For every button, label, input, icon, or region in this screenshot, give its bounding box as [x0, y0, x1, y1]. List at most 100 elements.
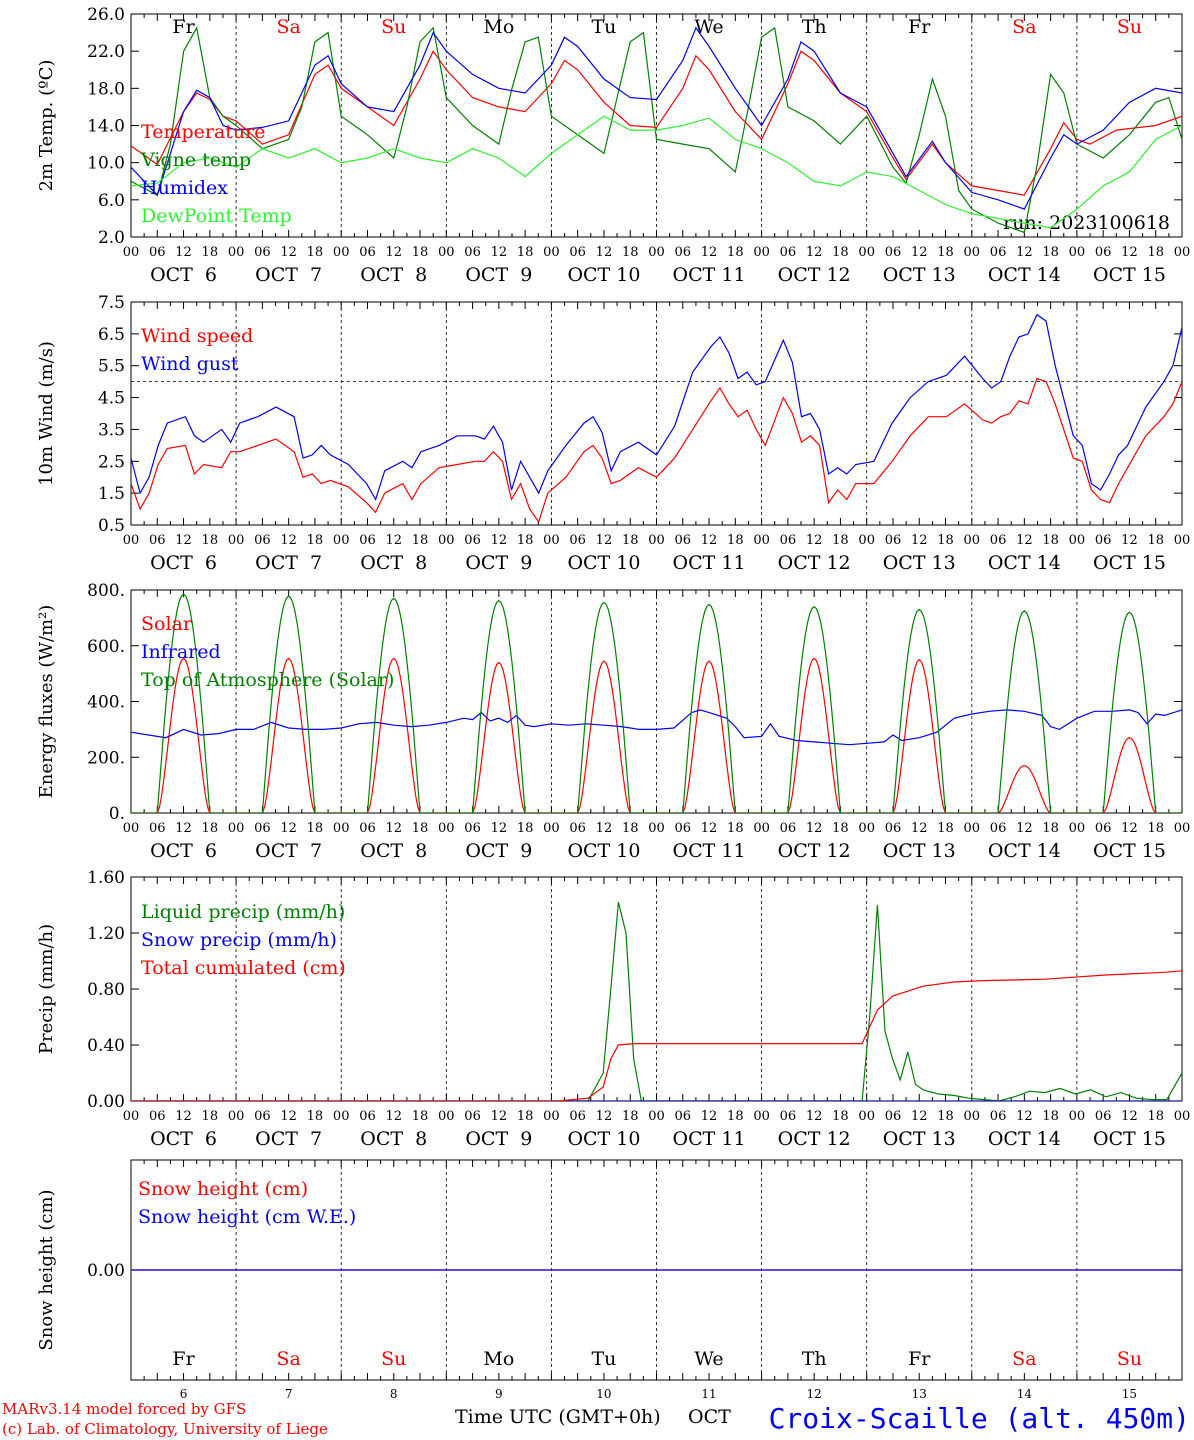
hour-tick-label: 00: [753, 245, 770, 260]
hour-tick-label: 06: [780, 1109, 797, 1124]
day-label: OCT 10: [567, 1128, 640, 1150]
hour-tick-label: 12: [1016, 245, 1033, 260]
hour-tick-label: 06: [990, 245, 1007, 260]
hour-tick-label: 00: [648, 245, 665, 260]
legend-entry: Total cumulated (cm): [141, 957, 346, 979]
series-line-humidex: [131, 26, 1182, 210]
hour-tick-label: 12: [1121, 821, 1138, 836]
hour-tick-label: 06: [359, 533, 376, 548]
hour-tick-label: 12: [701, 533, 718, 548]
hour-tick-label: 06: [569, 533, 586, 548]
day-name-label: Su: [1117, 16, 1142, 38]
y-tick-label: 0.00: [87, 1092, 125, 1112]
day-label: OCT 8: [360, 264, 427, 286]
hour-tick-label: 18: [622, 533, 639, 548]
hour-tick-label: 06: [569, 245, 586, 260]
panel-1: 2.0 6.0 10.0 14.0 18.0 22.0 26.0 2m Temp. (ºC) 0…: [36, 5, 1190, 286]
y-tick-label: 6.0: [98, 191, 125, 211]
xaxis-month: OCT: [688, 1406, 731, 1428]
day-name-label: Fr: [908, 1348, 931, 1370]
hour-tick-label: 00: [543, 1109, 560, 1124]
y-axis-title: Energy fluxes (W/m²): [36, 605, 57, 799]
hour-tick-label: 06: [254, 1109, 271, 1124]
y-tick-label: 26.0: [87, 5, 125, 25]
hour-tick-label: 18: [517, 1109, 534, 1124]
hour-tick-label: 06: [464, 821, 481, 836]
day-number-label: 13: [912, 1387, 927, 1401]
hour-tick-label: 18: [832, 245, 849, 260]
day-label: OCT 15: [1093, 264, 1166, 286]
hour-tick-label: 18: [307, 1109, 324, 1124]
series-line-solar: [131, 657, 1182, 813]
legend-entry: Top of Atmosphere (Solar): [141, 669, 394, 691]
hour-tick-label: 18: [727, 245, 744, 260]
hour-tick-label: 06: [885, 821, 902, 836]
series-layer: [131, 902, 1182, 1101]
hour-tick-label: 12: [491, 1109, 508, 1124]
hour-tick-label: 00: [858, 821, 875, 836]
hour-tick-label: 06: [780, 245, 797, 260]
hour-tick-label: 12: [280, 1109, 297, 1124]
day-label: OCT 6: [150, 552, 217, 574]
hour-tick-label: 00: [648, 821, 665, 836]
hour-tick-label: 06: [675, 533, 692, 548]
hour-tick-label: 06: [359, 1109, 376, 1124]
y-axis-title: 10m Wind (m/s): [36, 341, 57, 486]
hour-tick-label: 00: [964, 821, 981, 836]
day-name-label: Fr: [172, 1348, 195, 1370]
day-label: OCT 10: [567, 264, 640, 286]
hour-tick-label: 00: [228, 1109, 245, 1124]
station-name: Croix-Scaille (alt. 450m): [769, 1402, 1190, 1435]
hour-tick-label: 06: [569, 1109, 586, 1124]
hour-tick-label: 00: [543, 245, 560, 260]
day-number-label: 8: [390, 1387, 398, 1401]
hour-tick-label: 00: [964, 533, 981, 548]
hour-tick-label: 12: [280, 245, 297, 260]
hour-tick-label: 06: [1095, 533, 1112, 548]
hour-tick-label: 06: [149, 821, 166, 836]
y-tick-label: 6.5: [98, 325, 125, 345]
day-label: OCT 10: [567, 840, 640, 862]
hour-tick-label: 18: [202, 821, 219, 836]
day-name-label: Tu: [591, 1348, 616, 1370]
hour-tick-label: 18: [202, 1109, 219, 1124]
hour-tick-label: 18: [832, 821, 849, 836]
day-label: OCT 7: [255, 840, 322, 862]
hour-tick-label: 12: [280, 533, 297, 548]
hour-tick-label: 12: [280, 821, 297, 836]
hour-tick-label: 00: [228, 245, 245, 260]
model-credit: MARv3.14 model forced by GFS: [2, 1400, 246, 1418]
day-name-label: Th: [802, 1348, 827, 1370]
hour-tick-label: 18: [517, 533, 534, 548]
y-tick-label: 3.5: [98, 420, 125, 440]
hour-tick-label: 06: [464, 533, 481, 548]
hour-tick-label: 18: [412, 821, 429, 836]
hour-tick-label: 18: [412, 533, 429, 548]
hour-tick-label: 06: [1095, 821, 1112, 836]
hour-tick-label: 06: [675, 245, 692, 260]
y-tick-label: 1.20: [87, 924, 125, 944]
hour-tick-label: 06: [675, 1109, 692, 1124]
hour-tick-label: 18: [622, 1109, 639, 1124]
hour-tick-label: 12: [806, 533, 823, 548]
day-label: OCT 9: [465, 840, 532, 862]
hour-tick-label: 06: [885, 245, 902, 260]
hour-tick-label: 18: [937, 533, 954, 548]
hour-tick-label: 00: [753, 533, 770, 548]
y-tick-label: 0.: [109, 804, 125, 824]
hour-tick-label: 12: [596, 245, 613, 260]
series-line-wind-gust: [131, 313, 1182, 501]
hour-tick-label: 00: [123, 533, 140, 548]
hour-tick-label: 18: [517, 245, 534, 260]
day-name-label: Th: [802, 16, 827, 38]
hour-tick-label: 12: [911, 533, 928, 548]
hour-tick-label: 06: [359, 821, 376, 836]
hour-tick-label: 00: [1069, 821, 1086, 836]
hour-tick-label: 00: [228, 533, 245, 548]
legend-entry: Infrared: [141, 641, 221, 663]
day-label: OCT 15: [1093, 1128, 1166, 1150]
hour-tick-label: 06: [464, 1109, 481, 1124]
hour-tick-label: 18: [1042, 533, 1059, 548]
hour-tick-label: 06: [149, 1109, 166, 1124]
hour-tick-label: 18: [517, 821, 534, 836]
